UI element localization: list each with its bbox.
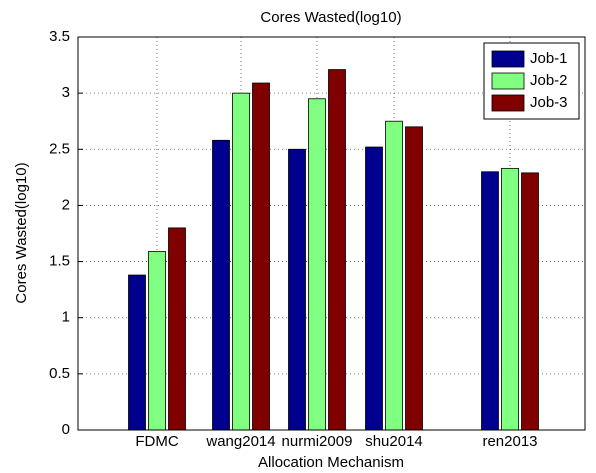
x-tick-label: nurmi2009 [282, 433, 353, 450]
bar [481, 171, 499, 431]
x-axis-label: Allocation Mechanism [258, 454, 404, 471]
x-tick-label: FDMC [135, 433, 178, 450]
bar [212, 139, 230, 431]
x-tick-label: shu2014 [365, 433, 423, 450]
bar [148, 251, 166, 431]
legend-swatch [491, 94, 525, 112]
y-tick-label: 3 [62, 84, 70, 101]
bar [232, 92, 250, 431]
bar [128, 274, 146, 431]
bar [521, 172, 539, 431]
bar [308, 98, 326, 431]
y-tick-label: 0 [62, 421, 70, 438]
legend-swatch [491, 50, 525, 68]
bar [288, 148, 306, 431]
bar [365, 146, 383, 431]
y-tick-label: 2 [62, 196, 70, 213]
bar [501, 167, 519, 431]
y-tick-label: 0.5 [49, 365, 70, 382]
y-axis-label: Cores Wasted(log10) [13, 162, 30, 303]
y-tick-label: 3.5 [49, 28, 70, 45]
bar [405, 126, 423, 431]
legend-label: Job-1 [530, 50, 568, 67]
bar [385, 120, 403, 431]
bar [252, 82, 270, 431]
x-tick-label: ren2013 [482, 433, 537, 450]
bar [168, 227, 186, 431]
legend-label: Job-2 [530, 72, 568, 89]
bar [328, 69, 346, 431]
x-tick-label: wang2014 [205, 433, 275, 450]
chart-title: Cores Wasted(log10) [260, 9, 401, 26]
y-tick-label: 1.5 [49, 253, 70, 270]
legend-swatch [491, 72, 525, 90]
axes-box [77, 36, 586, 431]
legend-label: Job-3 [530, 94, 568, 111]
y-tick-label: 1 [62, 309, 70, 326]
y-tick-label: 2.5 [49, 140, 70, 157]
